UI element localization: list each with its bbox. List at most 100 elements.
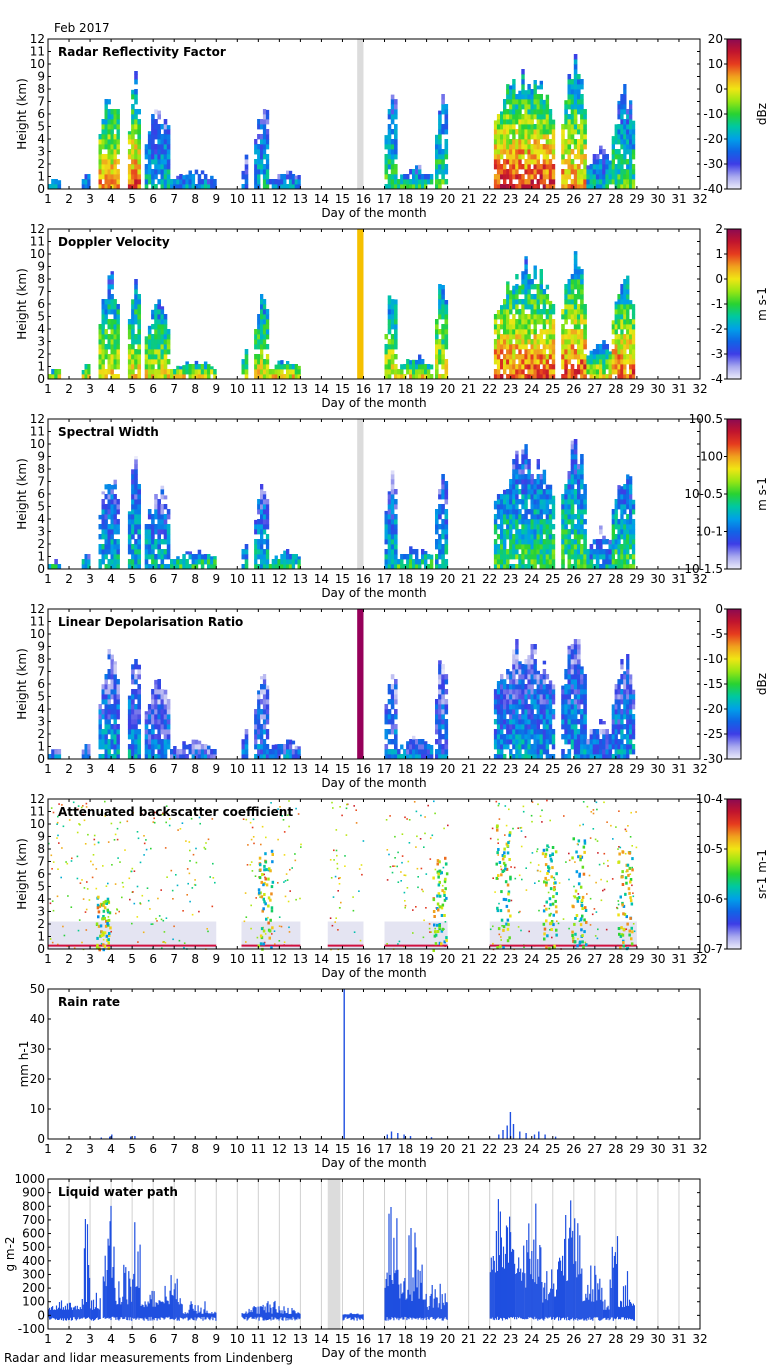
echo-cell bbox=[530, 109, 534, 115]
x-tick-label: 15 bbox=[335, 572, 350, 586]
echo-cell bbox=[418, 354, 422, 360]
echo-cell bbox=[110, 549, 114, 555]
echo-cell bbox=[444, 104, 449, 110]
echo-cell bbox=[614, 301, 618, 305]
x-tick-label: 6 bbox=[149, 192, 157, 206]
echo-cell bbox=[134, 509, 138, 515]
echo-cell bbox=[418, 164, 422, 170]
echo-cell bbox=[210, 559, 214, 565]
echo-cell bbox=[191, 184, 196, 190]
echo-cell bbox=[521, 489, 525, 495]
echo-cell bbox=[561, 349, 565, 355]
echo-cell bbox=[570, 109, 575, 115]
echo-cell bbox=[257, 509, 261, 515]
echo-cell bbox=[179, 174, 183, 180]
echo-cell bbox=[530, 129, 534, 135]
echo-cell bbox=[257, 524, 261, 530]
echo-cell bbox=[390, 504, 395, 510]
echo-cell bbox=[104, 549, 108, 555]
echo-cell bbox=[127, 724, 132, 730]
echo-cell bbox=[536, 479, 540, 485]
echo-cell bbox=[110, 284, 114, 290]
echo-cell bbox=[166, 719, 171, 725]
echo-cell bbox=[260, 144, 264, 150]
echo-cell bbox=[548, 144, 553, 150]
echo-cell bbox=[113, 744, 117, 750]
echo-cell bbox=[577, 184, 581, 190]
echo-cell bbox=[277, 364, 281, 370]
echo-cell bbox=[144, 364, 149, 370]
echo-cell bbox=[113, 109, 117, 115]
echo-cell bbox=[605, 549, 609, 555]
echo-cell bbox=[506, 699, 510, 705]
echo-cell bbox=[509, 364, 513, 370]
echo-cell bbox=[545, 534, 550, 540]
echo-cell bbox=[496, 359, 501, 365]
echo-cell bbox=[110, 164, 114, 170]
echo-cell bbox=[107, 169, 111, 175]
echo-cell bbox=[412, 179, 416, 185]
echo-cell bbox=[101, 309, 105, 315]
echo-cell bbox=[131, 694, 135, 700]
echo-cell bbox=[107, 359, 111, 365]
colorbar-tick-label: 10-1 bbox=[696, 525, 723, 539]
echo-cell bbox=[283, 564, 287, 570]
echo-cell bbox=[137, 144, 141, 150]
echo-cell bbox=[512, 649, 516, 655]
echo-cell bbox=[397, 184, 401, 190]
echo-cell bbox=[521, 114, 525, 120]
echo-cell bbox=[605, 364, 609, 370]
echo-cell bbox=[144, 144, 149, 150]
echo-cell bbox=[533, 754, 537, 760]
echo-cell bbox=[548, 109, 553, 115]
x-tick-label: 31 bbox=[671, 192, 686, 206]
echo-cell bbox=[533, 144, 537, 150]
echo-cell bbox=[605, 359, 609, 365]
echo-cell bbox=[608, 369, 613, 375]
echo-cell bbox=[570, 334, 575, 340]
echo-cell bbox=[113, 314, 117, 320]
panel-title: Radar Reflectivity Factor bbox=[58, 45, 226, 59]
echo-cell bbox=[107, 654, 111, 660]
echo-cell bbox=[509, 494, 513, 500]
echo-cell bbox=[444, 124, 449, 130]
echo-cell bbox=[545, 104, 550, 110]
echo-cell bbox=[271, 184, 275, 190]
echo-cell bbox=[154, 154, 158, 160]
echo-cell bbox=[521, 464, 525, 470]
echo-cell bbox=[262, 529, 267, 535]
echo-cell bbox=[262, 704, 267, 710]
echo-cell bbox=[518, 559, 522, 565]
echo-cell bbox=[551, 134, 556, 140]
echo-cell bbox=[602, 359, 606, 365]
echo-cell bbox=[631, 314, 636, 320]
echo-cell bbox=[257, 364, 261, 370]
echo-cell bbox=[620, 354, 624, 360]
echo-cell bbox=[623, 169, 627, 175]
echo-cell bbox=[521, 539, 525, 545]
y-tick-label: 7 bbox=[37, 285, 45, 299]
echo-cell bbox=[137, 134, 141, 140]
echo-cell bbox=[595, 564, 600, 570]
echo-cell bbox=[288, 559, 293, 565]
echo-cell bbox=[527, 714, 531, 720]
echo-cell bbox=[200, 564, 205, 570]
echo-cell bbox=[623, 374, 627, 380]
echo-cell bbox=[551, 324, 556, 330]
echo-cell bbox=[98, 359, 102, 365]
echo-cell bbox=[163, 124, 168, 130]
y-tick-label: 6 bbox=[37, 487, 45, 501]
echo-cell bbox=[265, 114, 270, 120]
echo-cell bbox=[104, 129, 108, 135]
echo-cell bbox=[98, 329, 102, 335]
echo-cell bbox=[210, 556, 214, 560]
x-tick-label: 8 bbox=[191, 572, 199, 586]
echo-cell bbox=[197, 364, 202, 370]
echo-cell bbox=[580, 349, 584, 355]
echo-cell bbox=[530, 104, 534, 110]
echo-cell bbox=[611, 539, 615, 545]
echo-cell bbox=[297, 749, 301, 755]
echo-cell bbox=[154, 109, 158, 115]
echo-cell bbox=[424, 559, 428, 565]
echo-cell bbox=[580, 459, 584, 465]
